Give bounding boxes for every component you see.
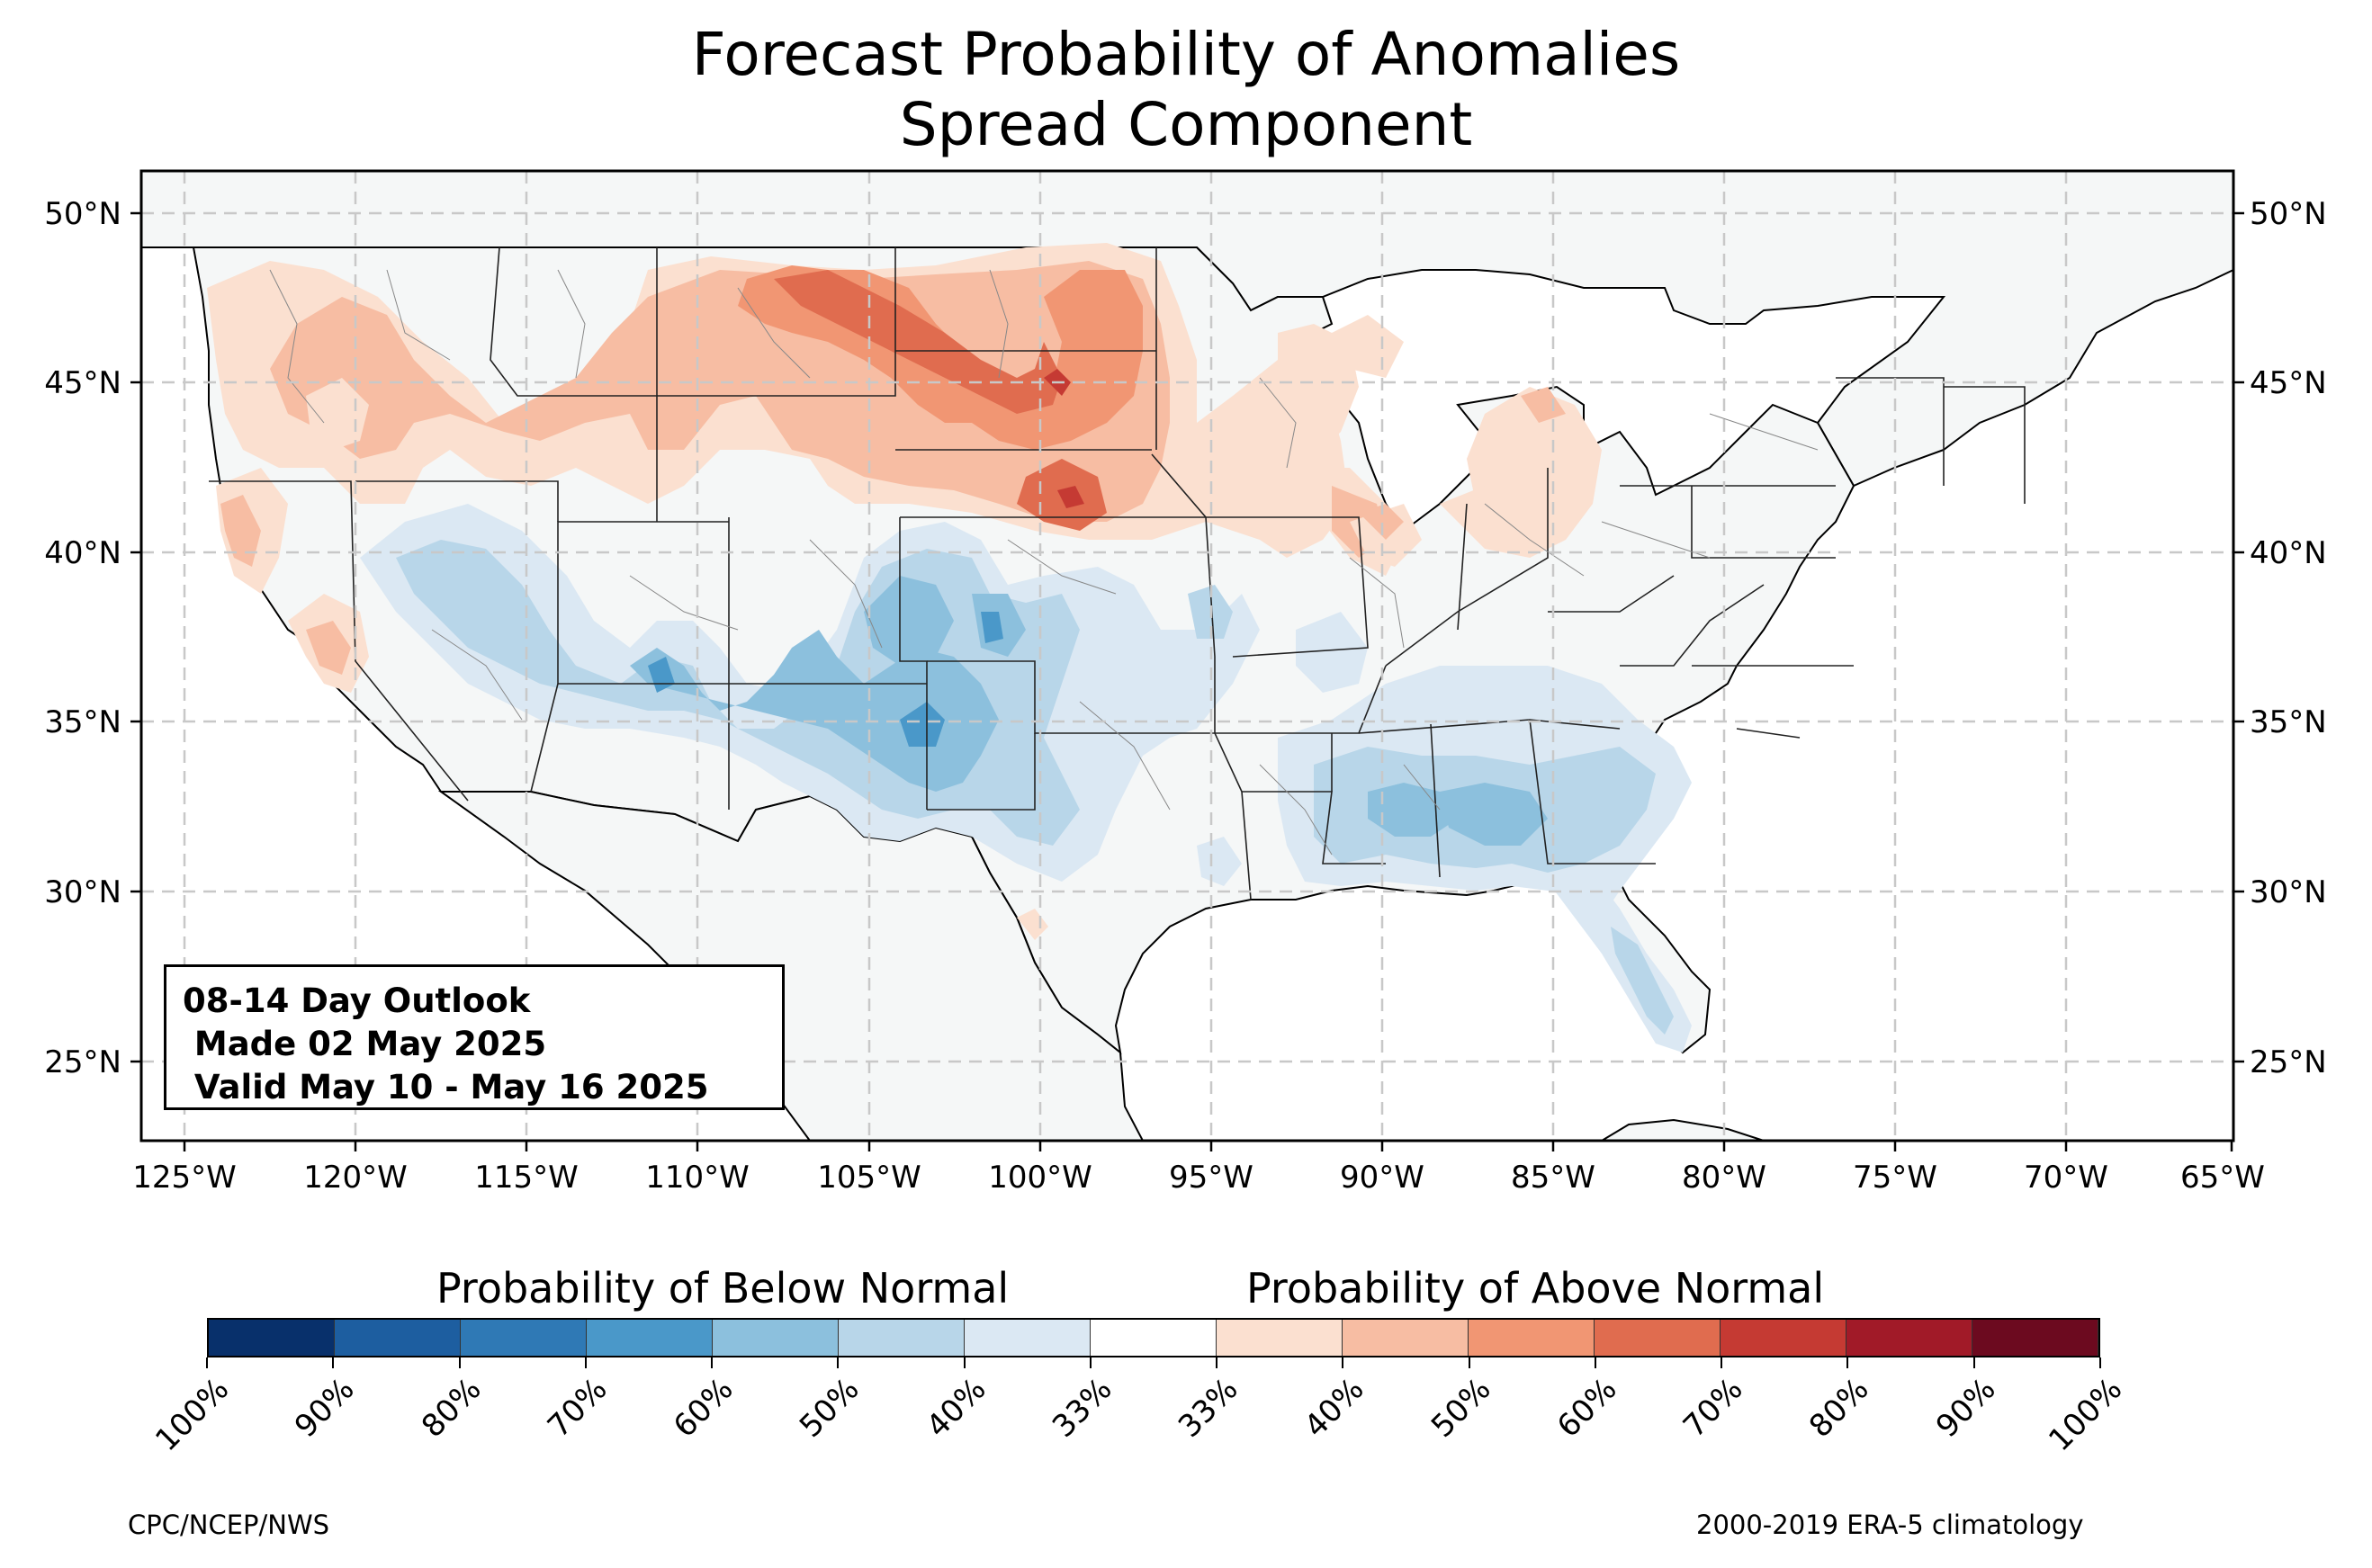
colorbar-tick-mark	[1594, 1357, 1596, 1368]
colorbar-swatch	[839, 1320, 965, 1356]
colorbar-tick-mark	[1846, 1357, 1849, 1368]
colorbar-swatch	[713, 1320, 839, 1356]
lat-label: 50°N	[2250, 196, 2327, 232]
latitude-labels-left: 50°N 45°N 40°N 35°N 30°N 25°N	[44, 196, 121, 1080]
lat-label: 45°N	[2250, 365, 2327, 401]
map-border	[139, 169, 2235, 1142]
lon-label: 90°W	[1340, 1160, 1424, 1196]
lat-label: 30°N	[2250, 874, 2327, 910]
longitude-labels: 125°W 120°W 115°W 110°W 105°W 100°W 95°W…	[132, 1160, 2265, 1196]
credit-text: CPC/NCEP/NWS	[128, 1510, 330, 1540]
title-line-2: Spread Component	[899, 90, 1473, 159]
colorbar-tick-mark	[1342, 1357, 1344, 1368]
map-title: Forecast Probability of Anomalies Spread…	[0, 20, 2372, 160]
colorbar-tick-mark	[1972, 1357, 1975, 1368]
lat-label: 30°N	[44, 874, 121, 910]
colorbar-tick-mark	[963, 1357, 966, 1368]
lon-label: 95°W	[1169, 1160, 1253, 1196]
lat-label: 45°N	[44, 365, 121, 401]
colorbar-swatch	[1469, 1320, 1595, 1356]
lon-label: 110°W	[645, 1160, 750, 1196]
title-line-1: Forecast Probability of Anomalies	[691, 20, 1681, 89]
lon-label: 115°W	[474, 1160, 579, 1196]
colorbar-swatch	[461, 1320, 587, 1356]
info-line-3: Valid May 10 - May 16 2025	[183, 1068, 709, 1107]
lon-label: 70°W	[2024, 1160, 2108, 1196]
colorbar-swatch	[1217, 1320, 1343, 1356]
colorbar-tick-mark	[1468, 1357, 1470, 1368]
colorbar-tick-mark	[584, 1357, 587, 1368]
lon-label: 80°W	[1682, 1160, 1766, 1196]
colorbar-tick-mark	[2099, 1357, 2101, 1368]
lon-label: 125°W	[132, 1160, 237, 1196]
colorbar-tick-mark	[332, 1357, 335, 1368]
lat-label: 35°N	[2250, 704, 2327, 740]
above-normal-shading	[207, 243, 1602, 940]
graticule	[141, 171, 2233, 1141]
colorbar-tick-mark	[1089, 1357, 1092, 1368]
lon-label: 65°W	[2180, 1160, 2265, 1196]
colorbar-tick-mark	[837, 1357, 840, 1368]
info-line-2: Made 02 May 2025	[183, 1025, 547, 1063]
info-line-1: 08-14 Day Outlook	[183, 981, 531, 1020]
colorbar-swatch	[1343, 1320, 1469, 1356]
colorbar-swatch	[1972, 1320, 2098, 1356]
probability-colorbar	[207, 1318, 2100, 1357]
tick-marks	[130, 211, 2244, 1151]
colorbar-swatch	[335, 1320, 461, 1356]
lat-label: 40°N	[44, 535, 121, 571]
climatology-text: 2000-2019 ERA-5 climatology	[1696, 1510, 2084, 1540]
colorbar-tick-mark	[1216, 1357, 1218, 1368]
cuba-landmass	[1600, 1118, 1765, 1141]
state-borders	[209, 246, 2026, 900]
colorbar-below-label: Probability of Below Normal	[436, 1264, 1010, 1313]
colorbar-tick-mark	[711, 1357, 714, 1368]
colorbar-swatch	[1091, 1320, 1217, 1356]
latitude-labels-right: 50°N 45°N 40°N 35°N 30°N 25°N	[2250, 196, 2327, 1080]
colorbar-tick-mark	[458, 1357, 461, 1368]
colorbar-swatch	[965, 1320, 1091, 1356]
outlook-info-box: 08-14 Day Outlook Made 02 May 2025 Valid…	[164, 964, 785, 1110]
colorbar-swatch	[587, 1320, 713, 1356]
colorbar-swatch	[1595, 1320, 1721, 1356]
lon-label: 85°W	[1511, 1160, 1595, 1196]
lon-label: 75°W	[1853, 1160, 1937, 1196]
colorbar-above-label: Probability of Above Normal	[1246, 1264, 1825, 1313]
lat-label: 50°N	[44, 196, 121, 232]
lat-label: 25°N	[44, 1044, 121, 1080]
lat-label: 40°N	[2250, 535, 2327, 571]
minor-boundaries	[269, 269, 1819, 856]
colorbar-swatch	[209, 1320, 335, 1356]
colorbar-tick-mark	[1721, 1357, 1723, 1368]
lat-label: 35°N	[44, 704, 121, 740]
lat-label: 25°N	[2250, 1044, 2327, 1080]
colorbar-swatch	[1721, 1320, 1846, 1356]
lon-label: 120°W	[303, 1160, 408, 1196]
colorbar-swatch	[1846, 1320, 1972, 1356]
lon-label: 100°W	[988, 1160, 1092, 1196]
colorbar-tick-mark	[206, 1357, 208, 1368]
lon-label: 105°W	[817, 1160, 921, 1196]
